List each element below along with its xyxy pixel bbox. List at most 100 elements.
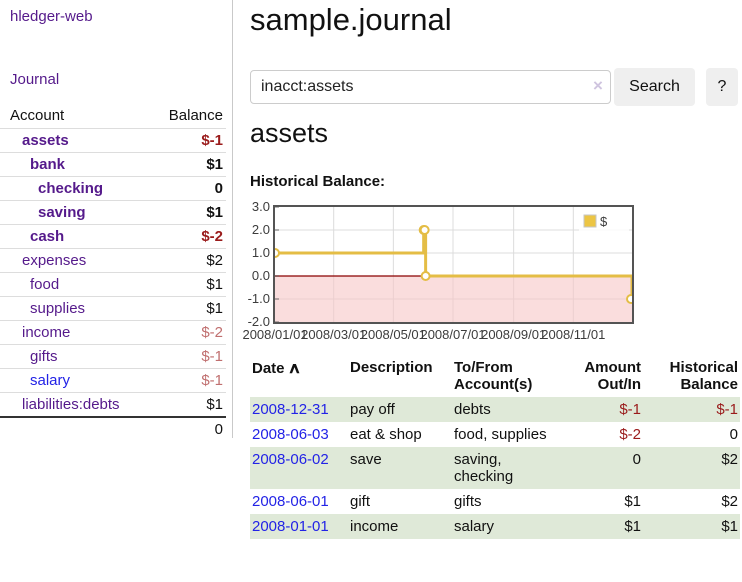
x-tick-label: 2008/09/01 [481,327,547,342]
account-link[interactable]: gifts [30,348,58,365]
transaction-balance: $2 [721,451,738,468]
account-row: salary $-1 [0,368,226,393]
transaction-amount: $1 [624,493,641,510]
account-row: liabilities:debts $1 [0,392,226,418]
accounts-header-balance: Balance [144,104,226,129]
account-balance: $1 [144,392,226,418]
account-link[interactable]: assets [22,132,69,149]
svg-text:$: $ [600,214,608,229]
transaction-description: income [350,518,399,535]
transaction-row: 2008-06-01 gift gifts $1 $2 [250,489,740,514]
account-link[interactable]: supplies [30,300,86,317]
account-row: assets $-1 [0,128,226,153]
y-tick-label: 0.0 [251,268,270,283]
account-row: bank $1 [0,152,226,177]
column-header-accounts: To/From Account(s) [454,359,533,393]
x-tick-label: 2008/03/01 [301,327,367,342]
x-tick-label: 2008/01/01 [242,327,308,342]
sidebar-item-journal[interactable]: Journal [10,71,60,88]
transaction-date-link[interactable]: 2008-12-31 [252,401,329,418]
account-balance: $-1 [144,344,226,369]
transaction-amount: $-2 [619,426,641,443]
search-input[interactable] [250,70,611,104]
search-form: × Search ? [248,68,742,106]
transaction-description: save [350,451,382,468]
chart-canvas: $ [270,206,636,323]
transaction-accounts: debts [454,401,491,418]
account-row: gifts $-1 [0,344,226,369]
column-header-date-label: Date [252,360,285,377]
account-link[interactable]: income [22,324,71,341]
transaction-description: gift [350,493,371,510]
x-tick-label: 2008/07/01 [420,327,486,342]
accounts-total-row: 0 [0,416,226,441]
account-heading: assets [250,118,329,148]
account-row: checking 0 [0,176,226,201]
account-link[interactable]: saving [38,204,86,221]
account-balance: 0 [144,176,226,201]
transaction-row: 2008-06-02 save saving, checking 0 $2 [250,447,740,489]
transaction-date-link[interactable]: 2008-06-03 [252,426,329,443]
account-balance: $-1 [144,368,226,393]
clear-search-icon[interactable]: × [593,76,603,95]
transaction-accounts: food, supplies [454,426,547,443]
account-link[interactable]: bank [30,156,66,173]
historical-balance-chart: $ [270,205,636,324]
x-tick-label: 2008/11/01 [541,327,606,342]
transaction-date-link[interactable]: 2008-01-01 [252,518,329,535]
transaction-description: pay off [350,401,395,418]
account-balance: $-2 [144,320,226,345]
transaction-date-link[interactable]: 2008-06-01 [252,493,329,510]
account-link[interactable]: expenses [22,252,87,269]
transaction-amount: $1 [624,518,641,535]
accounts-header-account: Account [0,104,145,129]
transaction-date-link[interactable]: 2008-06-02 [252,451,329,468]
account-row: supplies $1 [0,296,226,321]
y-tick-label: 3.0 [251,199,270,214]
transaction-row: 2008-06-03 eat & shop food, supplies $-2 0 [250,422,740,447]
account-row: saving $1 [0,200,226,225]
account-balance: $2 [144,248,226,273]
y-tick-label: 1.0 [251,245,270,260]
account-link[interactable]: salary [30,372,71,389]
x-tick-label: 2008/05/01 [360,327,426,342]
app-brand-link[interactable]: hledger-web [10,8,93,25]
transactions-table: Date ∧ Description To/From Account(s) Amo… [250,356,740,539]
account-balance: $1 [144,200,226,225]
transaction-accounts: saving, checking [454,451,514,485]
transaction-row: 2008-01-01 income salary $1 $1 [250,514,740,539]
accounts-total-balance: 0 [144,416,226,441]
transaction-row: 2008-12-31 pay off debts $-1 $-1 [250,397,740,422]
account-balance: $-2 [144,224,226,249]
chart-title: Historical Balance: [250,173,386,190]
account-balance: $1 [144,152,226,177]
page-title: sample.journal [250,2,452,37]
column-header-date-sort[interactable]: Date ∧ [250,356,348,397]
account-link[interactable]: liabilities:debts [22,396,120,413]
account-row: food $1 [0,272,226,297]
account-balance: $1 [144,296,226,321]
transaction-amount: 0 [632,451,641,468]
transaction-description: eat & shop [350,426,422,443]
help-button[interactable]: ? [706,68,738,106]
transaction-amount: $-1 [619,401,641,418]
transaction-balance: $1 [721,518,738,535]
account-link[interactable]: cash [30,228,65,245]
y-tick-label: -2.0 [247,314,270,329]
account-row: income $-2 [0,320,226,345]
y-tick-label: 2.0 [251,222,270,237]
transaction-accounts: salary [454,518,495,535]
transaction-balance: 0 [729,426,738,443]
column-header-balance: Historical Balance [669,359,738,393]
search-button[interactable]: Search [614,68,695,106]
accounts-table: Account Balance assets $-1 bank $1 checking 0… [0,104,226,441]
transaction-accounts: gifts [454,493,482,510]
sort-ascending-icon: ∧ [287,360,301,377]
account-balance: $1 [144,272,226,297]
column-header-description: Description [350,359,433,376]
account-link[interactable]: food [30,276,60,293]
column-header-amount: Amount Out/In [584,359,641,393]
account-balance: $-1 [144,128,226,153]
transaction-balance: $2 [721,493,738,510]
account-link[interactable]: checking [38,180,104,197]
